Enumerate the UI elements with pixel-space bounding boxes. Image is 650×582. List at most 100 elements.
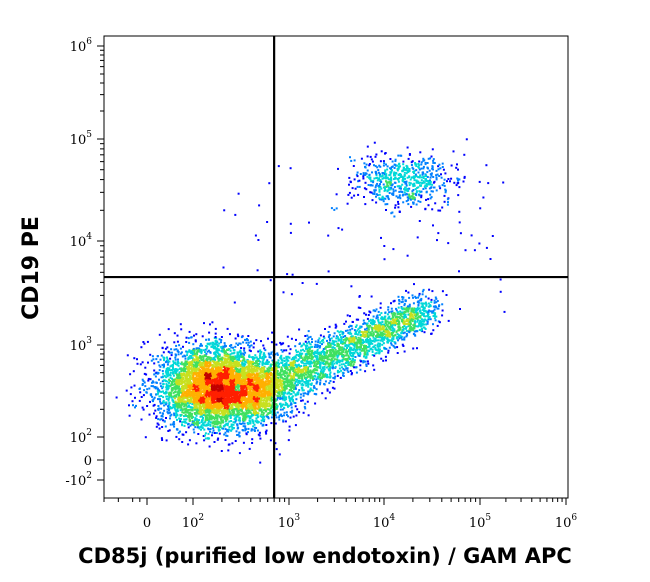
data-point — [141, 384, 144, 386]
data-point — [251, 406, 254, 409]
data-point — [216, 426, 219, 429]
data-point — [250, 361, 253, 364]
data-point — [205, 360, 208, 363]
data-point — [167, 397, 170, 400]
data-point — [241, 372, 244, 375]
data-point — [217, 374, 220, 377]
data-point — [181, 355, 184, 358]
data-point — [198, 379, 201, 382]
data-point — [238, 356, 241, 359]
data-point — [232, 358, 235, 361]
data-point — [173, 332, 176, 335]
data-point — [115, 396, 118, 399]
data-point — [220, 392, 223, 395]
data-point — [197, 401, 200, 404]
data-point — [238, 419, 241, 422]
data-point — [215, 405, 218, 408]
data-point — [179, 378, 182, 380]
data-point — [184, 365, 187, 367]
data-point — [270, 367, 273, 369]
data-point — [242, 359, 244, 362]
data-point — [178, 387, 181, 390]
data-point — [184, 357, 187, 360]
data-point — [240, 371, 243, 374]
data-point — [227, 381, 230, 384]
data-point — [186, 365, 188, 368]
data-point — [229, 349, 232, 352]
data-point — [294, 424, 297, 427]
data-point — [236, 392, 239, 395]
data-point — [229, 356, 232, 359]
data-point — [233, 414, 236, 417]
data-point — [207, 411, 210, 414]
data-point — [245, 341, 248, 344]
data-point — [185, 421, 188, 424]
data-point — [250, 366, 253, 369]
data-point — [196, 420, 198, 423]
data-point — [191, 403, 194, 406]
data-point — [203, 375, 206, 378]
data-point — [208, 371, 211, 374]
data-point — [219, 377, 222, 379]
data-point — [221, 405, 224, 408]
data-point — [211, 372, 214, 375]
data-point — [243, 379, 246, 381]
data-point — [247, 361, 250, 364]
data-point — [270, 351, 273, 354]
data-point — [157, 392, 160, 394]
data-point — [237, 344, 239, 346]
data-point — [253, 423, 256, 426]
data-point — [251, 438, 254, 441]
data-point — [202, 417, 204, 419]
data-point — [224, 404, 227, 407]
data-point — [206, 364, 209, 367]
data-point — [216, 377, 219, 380]
data-point — [236, 412, 239, 415]
data-point — [274, 353, 277, 356]
data-point — [178, 385, 181, 388]
data-point — [233, 403, 236, 406]
data-point — [211, 401, 214, 404]
data-point — [173, 425, 176, 428]
data-point — [305, 373, 307, 376]
data-point — [260, 340, 262, 343]
data-point — [183, 370, 186, 372]
data-point — [265, 429, 268, 432]
data-point — [178, 383, 181, 386]
data-point — [211, 407, 214, 410]
data-point — [209, 398, 212, 401]
data-point — [185, 394, 188, 397]
data-point — [187, 385, 190, 388]
data-point — [217, 407, 220, 410]
data-point — [176, 408, 179, 411]
data-point — [195, 355, 198, 358]
data-point — [236, 406, 239, 409]
data-point — [147, 379, 150, 382]
data-point — [157, 423, 160, 426]
data-point — [235, 405, 238, 408]
data-point — [167, 387, 170, 390]
data-point — [150, 359, 153, 362]
data-point — [184, 383, 187, 386]
data-point — [214, 388, 217, 391]
data-point — [208, 405, 211, 408]
data-point — [207, 381, 210, 384]
data-point — [198, 395, 201, 398]
data-point — [248, 410, 251, 413]
data-point — [283, 414, 285, 417]
data-point — [216, 349, 219, 352]
data-point — [257, 350, 260, 353]
data-point — [222, 400, 225, 403]
data-point — [231, 402, 234, 405]
data-point — [193, 419, 196, 422]
data-point — [159, 400, 162, 403]
data-point — [175, 344, 178, 347]
data-point — [246, 376, 249, 379]
data-point — [237, 419, 240, 422]
data-point — [209, 408, 211, 411]
data-point — [188, 363, 191, 366]
data-point — [218, 399, 221, 402]
data-point — [190, 377, 193, 380]
data-point — [203, 391, 206, 394]
data-point — [223, 360, 226, 363]
